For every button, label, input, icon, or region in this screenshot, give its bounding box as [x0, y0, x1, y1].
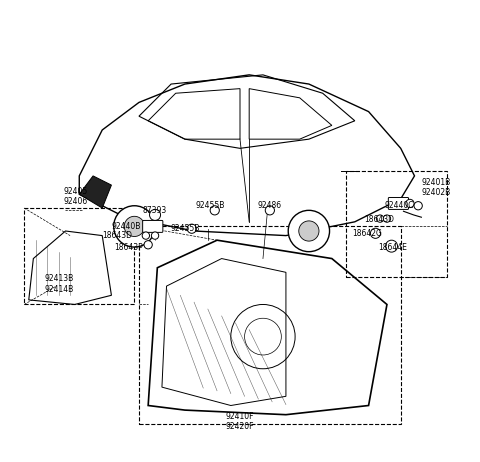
Bar	[139, 226, 401, 424]
Circle shape	[265, 206, 275, 215]
Circle shape	[383, 215, 391, 222]
Circle shape	[151, 232, 159, 239]
Circle shape	[114, 206, 155, 247]
Text: 18643D: 18643D	[364, 215, 394, 224]
Text: 87393: 87393	[143, 206, 167, 215]
Text: 92440C: 92440C	[384, 201, 414, 210]
Circle shape	[142, 232, 150, 239]
Text: 18643D: 18643D	[102, 231, 132, 240]
Circle shape	[299, 221, 319, 241]
Text: 92455B: 92455B	[170, 224, 200, 233]
Circle shape	[210, 206, 219, 215]
FancyBboxPatch shape	[388, 197, 408, 209]
Text: 18642G: 18642G	[352, 229, 383, 238]
Bar	[346, 171, 447, 277]
Polygon shape	[79, 176, 111, 208]
FancyBboxPatch shape	[143, 220, 163, 232]
Text: 18643P: 18643P	[114, 243, 143, 252]
Text: 92405
92406: 92405 92406	[63, 187, 87, 206]
Circle shape	[144, 241, 152, 249]
Text: 92440B: 92440B	[111, 222, 141, 231]
Circle shape	[124, 216, 144, 237]
Circle shape	[385, 240, 397, 252]
Circle shape	[406, 199, 414, 207]
Circle shape	[376, 215, 384, 222]
Circle shape	[288, 210, 330, 252]
Text: 18644E: 18644E	[378, 243, 407, 252]
Text: 92413B
92414B: 92413B 92414B	[45, 274, 74, 293]
Circle shape	[414, 201, 422, 210]
Circle shape	[150, 209, 160, 220]
Circle shape	[187, 224, 196, 233]
Bar	[24, 208, 134, 304]
Text: 92455B: 92455B	[195, 201, 225, 210]
Text: 92486: 92486	[258, 201, 282, 210]
Circle shape	[371, 228, 381, 238]
Text: 92410F
92420F: 92410F 92420F	[226, 412, 254, 432]
Text: 92401B
92402B: 92401B 92402B	[421, 178, 451, 197]
